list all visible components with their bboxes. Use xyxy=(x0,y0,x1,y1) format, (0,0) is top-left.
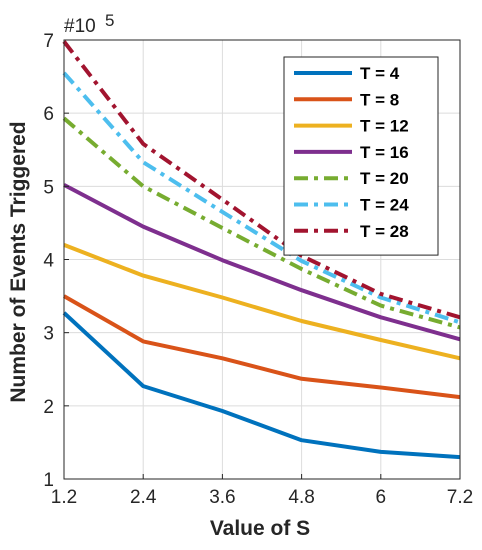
x-axis-ticks: 1.2 2.4 3.6 4.8 6 7.2 xyxy=(51,474,473,508)
y-axis-title: Number of Events Triggered xyxy=(7,121,30,402)
series-line-t24 xyxy=(62,71,461,325)
x-tick-label: 3.6 xyxy=(209,487,235,508)
series-line-t28 xyxy=(62,40,461,320)
x-tick-label: 2.4 xyxy=(130,487,157,508)
legend-label: T = 4 xyxy=(360,64,400,83)
y-axis-ticks: 1 2 3 4 5 6 7 xyxy=(43,31,69,491)
series-line-t12 xyxy=(63,243,461,361)
y-tick-label: 3 xyxy=(43,324,54,345)
y-tick-label: 4 xyxy=(43,251,54,272)
x-tick-label: 4.8 xyxy=(288,487,314,508)
series-lines xyxy=(62,40,461,460)
series-line-t4 xyxy=(62,311,461,460)
legend-label: T = 8 xyxy=(360,90,399,109)
legend-label: T = 20 xyxy=(360,169,409,188)
legend: T = 4 T = 8 T = 12 T = 16 T = 20 T = 24 T = 28 xyxy=(283,56,439,256)
series-line-t8 xyxy=(63,294,461,400)
y-exponent-label: #10 5 xyxy=(64,11,114,37)
series-line-t16 xyxy=(63,183,461,342)
legend-label: T = 16 xyxy=(360,143,409,162)
y-tick-label: 2 xyxy=(43,397,54,418)
x-axis-title: Value of S xyxy=(210,517,310,540)
y-tick-label: 6 xyxy=(43,104,54,125)
legend-label: T = 12 xyxy=(360,117,409,136)
x-tick-label: 6 xyxy=(376,487,387,508)
y-tick-label: 7 xyxy=(43,31,54,52)
y-exponent-power: 5 xyxy=(105,11,114,30)
y-tick-label: 5 xyxy=(43,177,54,198)
legend-box xyxy=(283,56,439,256)
legend-label: T = 28 xyxy=(360,222,409,241)
y-tick-label: 1 xyxy=(43,470,54,491)
x-tick-label: 1.2 xyxy=(51,487,77,508)
x-tick-label: 7.2 xyxy=(447,487,473,508)
legend-label: T = 24 xyxy=(360,196,409,215)
